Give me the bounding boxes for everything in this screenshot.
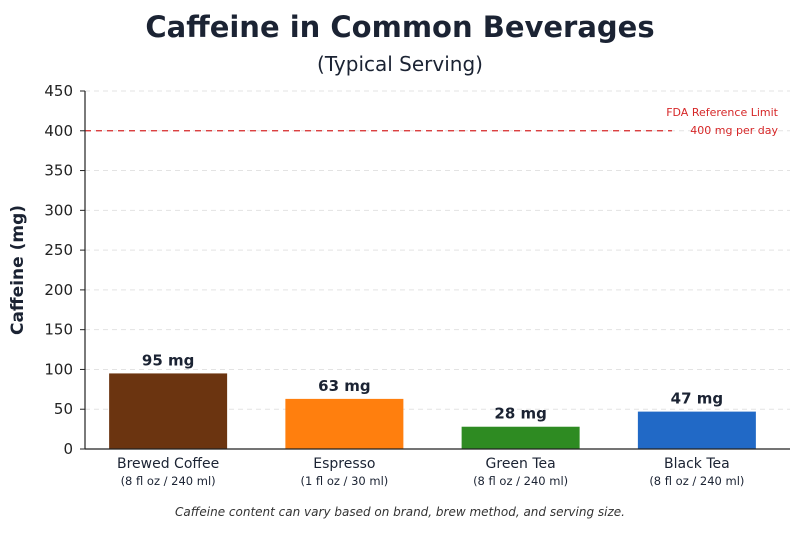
bar-green-tea xyxy=(461,426,580,449)
bar-black-tea xyxy=(637,411,756,449)
bar-brewed-coffee xyxy=(109,373,228,449)
bar-value-label: 28 mg xyxy=(494,405,546,423)
x-tick-sublabel: (1 fl oz / 30 ml) xyxy=(300,474,388,488)
y-tick-label: 450 xyxy=(44,82,73,100)
y-tick-label: 250 xyxy=(44,241,73,259)
x-tick-label: Black Tea xyxy=(664,456,730,472)
y-tick-label: 0 xyxy=(63,440,73,458)
chart-subtitle: (Typical Serving) xyxy=(317,52,483,76)
x-tick-label: Brewed Coffee xyxy=(117,456,219,472)
reference-label-line1: FDA Reference Limit xyxy=(666,106,778,119)
reference-label-line2: 400 mg per day xyxy=(690,124,778,137)
bar-value-label: 63 mg xyxy=(318,377,370,395)
y-tick-label: 300 xyxy=(44,201,73,219)
chart-title: Caffeine in Common Beverages xyxy=(145,10,655,44)
x-tick-sublabel: (8 fl oz / 240 ml) xyxy=(121,474,216,488)
bar-espresso xyxy=(285,398,404,449)
y-tick-label: 400 xyxy=(44,122,73,140)
bar-value-label: 47 mg xyxy=(671,390,723,408)
x-tick-label: Green Tea xyxy=(486,456,556,472)
y-tick-label: 100 xyxy=(44,360,73,378)
x-tick-label: Espresso xyxy=(313,456,375,472)
axes: 0 50 100 150 200 250 300 350 400 450 Brewed Coffee… xyxy=(44,82,790,488)
footnote: Caffeine content can vary based on brand… xyxy=(175,505,625,519)
y-axis-label: Caffeine (mg) xyxy=(8,205,28,335)
bar-value-label: 95 mg xyxy=(142,351,194,369)
reference-line-group: FDA Reference Limit 400 mg per day xyxy=(85,106,779,137)
bars: 95 mg 63 mg 28 mg 47 mg xyxy=(109,351,756,449)
y-tick-label: 350 xyxy=(44,162,73,180)
x-tick-sublabel: (8 fl oz / 240 ml) xyxy=(649,474,744,488)
y-tick-label: 150 xyxy=(44,321,73,339)
x-tick-sublabel: (8 fl oz / 240 ml) xyxy=(473,474,568,488)
y-tick-label: 50 xyxy=(54,400,73,418)
y-tick-label: 200 xyxy=(44,281,73,299)
